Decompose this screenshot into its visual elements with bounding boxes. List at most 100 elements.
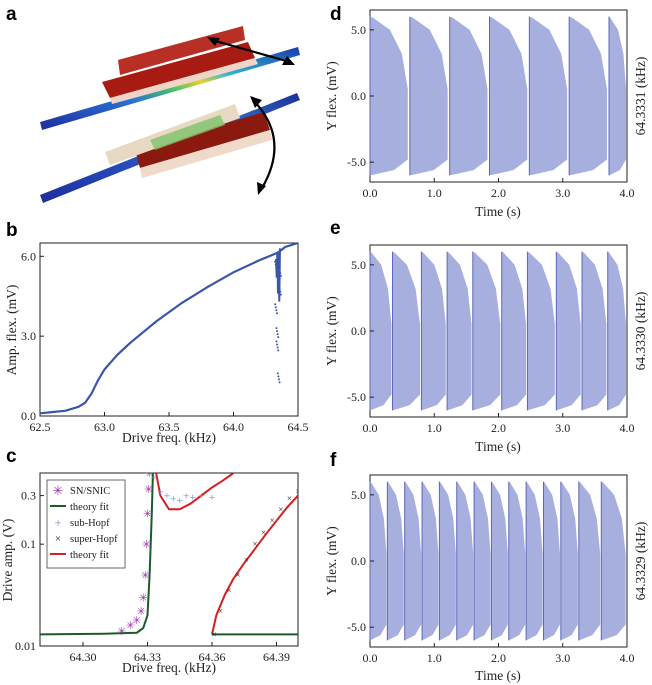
scatter-point <box>278 287 281 290</box>
legend-item-theory-fit-red: theory fit <box>50 550 109 561</box>
oscillation-burst <box>456 481 474 641</box>
oscillation-burst <box>560 481 578 641</box>
panel-d-ylabel: Y flex. (mV) <box>324 61 339 131</box>
scatter-point <box>278 284 281 287</box>
panel-d-side-label: 64.3331 (kHz) <box>633 57 648 136</box>
scatter-point <box>276 333 279 336</box>
oscillation-burst <box>501 251 527 411</box>
y-tick-label: 5.0 <box>351 488 366 502</box>
panel-label-d: d <box>330 4 342 25</box>
scatter-point <box>279 293 282 296</box>
panel-d-plot-area <box>369 16 627 176</box>
y-tick-label: -5.0 <box>347 390 366 404</box>
scatter-point <box>279 290 282 293</box>
x-tick-label: 4.0 <box>620 186 635 200</box>
panel-d-axis-ticks: 0.0 1.0 2.0 3.0 4.0 -5.0 0.0 5.0 <box>347 23 635 200</box>
oscillation-burst <box>421 251 446 411</box>
panel-f-plot-area <box>369 481 626 641</box>
panel-c-frame <box>39 472 299 647</box>
sn-snic-marker: ✳ <box>142 539 151 551</box>
oscillation-burst <box>439 481 456 641</box>
scatter-point <box>277 336 280 339</box>
legend-label-super-hopf: super-Hopf <box>70 534 118 545</box>
x-tick-label: 4.0 <box>620 421 635 435</box>
super-hopf-marker: × <box>261 528 266 538</box>
sub-hopf-marker: + <box>163 489 170 503</box>
y-tick-label: 0.1 <box>21 537 36 551</box>
panel-b-xlabel: Drive freq. (kHz) <box>122 430 216 445</box>
panel-e-plot-area <box>369 251 626 411</box>
panel-c-axis-ticks: 64.30 64.33 64.36 64.39 0.01 0.1 0.3 <box>15 489 290 664</box>
scatter-point <box>275 312 278 315</box>
panel-e-side-label: 64.3330 (kHz) <box>633 292 648 371</box>
panel-c: c 64.30 64.33 64.36 64.39 0.01 0.1 0.3 Drive f… <box>0 446 299 675</box>
y-tick-label: 0.3 <box>21 489 36 503</box>
x-tick-label: 1.0 <box>427 651 442 665</box>
scatter-point <box>275 340 278 343</box>
oscillation-burst <box>578 481 601 641</box>
x-tick-label: 63.5 <box>159 420 180 434</box>
oscillation-burst <box>404 481 422 641</box>
oscillation-burst <box>607 251 626 411</box>
sub-hopf-marker: + <box>157 484 164 498</box>
legend-item-theory-fit-green: theory fit <box>50 502 109 513</box>
super-hopf-marker: × <box>227 586 232 596</box>
oscillation-burst <box>569 16 607 176</box>
upper-comb-drive <box>102 42 255 98</box>
oscillation-burst <box>543 481 560 641</box>
scatter-point <box>277 375 280 378</box>
oscillation-burst <box>474 481 491 641</box>
curved-double-arrow-icon <box>207 37 295 65</box>
oscillation-burst <box>527 251 555 411</box>
sn-snic-marker: ✳ <box>132 615 141 627</box>
panel-c-legend: ✳ SN/SNIC theory fit + sub-Hopf × super-… <box>46 479 126 569</box>
panel-d-xlabel: Time (s) <box>475 204 521 219</box>
x-tick-label: 2.0 <box>491 421 506 435</box>
theory-fit-red-line <box>155 473 237 511</box>
scatter-point <box>274 263 277 266</box>
y-tick-label: 0.0 <box>351 324 366 338</box>
legend-item-super-hopf: × super-Hopf <box>55 533 118 545</box>
y-tick-label: 0.01 <box>15 639 36 653</box>
panel-e-xlabel: Time (s) <box>475 439 521 454</box>
panel-e-ylabel: Y flex. (mV) <box>324 296 339 366</box>
scatter-point <box>274 260 277 263</box>
panel-f-ylabel: Y flex. (mV) <box>324 526 339 596</box>
oscillation-burst <box>609 16 627 176</box>
sub-hopf-marker: + <box>176 493 183 507</box>
panel-c-plot-area: ✳ ✳✳✳✳✳✳✳✳✳++ + + + + + + +××××××××××× <box>40 468 298 639</box>
sn-snic-marker: ✳ <box>117 626 126 638</box>
theory-fit-red-line-2 <box>211 494 298 635</box>
oscillation-burst <box>472 251 501 411</box>
sn-snic-marker: ✳ <box>139 592 148 604</box>
scatter-point <box>277 378 280 381</box>
x-tick-label: 0.0 <box>363 421 378 435</box>
scatter-point <box>274 303 277 306</box>
x-tick-label: 64.36 <box>199 650 226 664</box>
sn-snic-marker: ✳ <box>145 468 154 480</box>
y-tick-label: -5.0 <box>347 155 366 169</box>
x-tick-label: 3.0 <box>555 186 570 200</box>
y-tick-label: 5.0 <box>351 23 366 37</box>
sn-snic-marker: ✳ <box>136 606 145 618</box>
scatter-point <box>274 306 277 309</box>
scatter-point <box>276 346 279 349</box>
oscillation-burst <box>422 481 439 641</box>
super-hopf-marker: × <box>244 555 249 565</box>
x-tick-label: 63.0 <box>94 420 115 434</box>
scatter-point <box>276 343 279 346</box>
sub-hopf-marker: + <box>151 471 158 485</box>
oscillation-burst <box>508 481 526 641</box>
oscillation-burst <box>529 16 568 176</box>
y-tick-label: 0.0 <box>351 89 366 103</box>
panel-f: f 0.0 1.0 2.0 3.0 4.0 -5.0 0.0 5.0 Time (s) Y f… <box>324 450 648 683</box>
theory-fit-green-line <box>40 473 154 636</box>
panel-label-f: f <box>330 450 337 471</box>
x-tick-label: 64.30 <box>70 650 97 664</box>
y-tick-label: 0.0 <box>351 554 366 568</box>
super-hopf-marker: × <box>218 606 223 616</box>
legend-star-marker: ✳ <box>53 483 64 498</box>
x-tick-label: 62.5 <box>30 420 51 434</box>
x-tick-label: 1.0 <box>427 421 442 435</box>
panel-b-axis-ticks: 62.5 63.0 63.5 64.0 64.5 0.0 3.0 6.0 <box>21 249 309 434</box>
